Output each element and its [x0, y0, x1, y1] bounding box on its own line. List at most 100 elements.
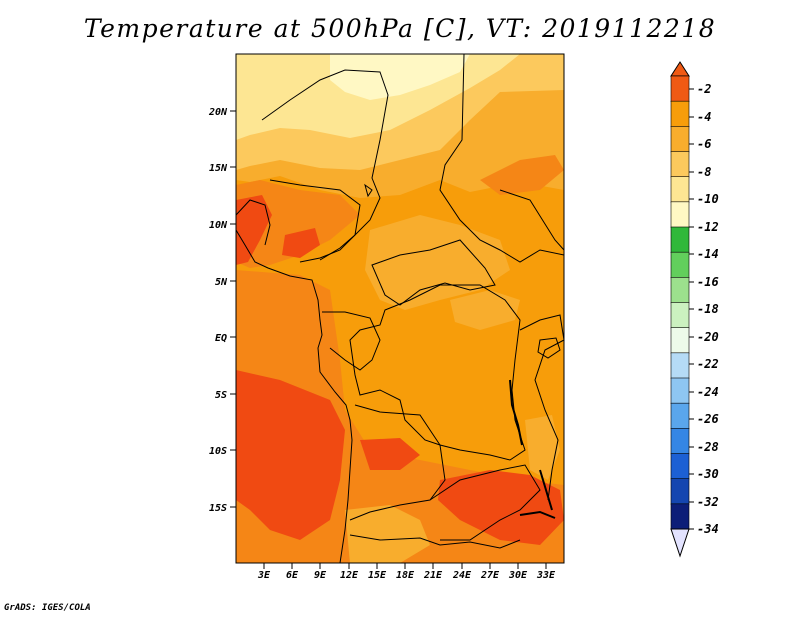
- lat-label: 20N: [208, 107, 228, 118]
- colorbar-segment: [670, 428, 690, 455]
- colorbar-label: -32: [697, 495, 719, 509]
- colorbar-label: -28: [697, 440, 719, 454]
- lon-tick: 21E: [423, 563, 443, 581]
- lake-chad: [364, 183, 373, 198]
- colorbar-label: -26: [697, 412, 719, 426]
- colorbar-label-item: -32: [689, 495, 719, 509]
- central-pale-patch: [365, 215, 510, 310]
- temperature-field: [236, 54, 564, 563]
- lat-axis: 20N 15N 10N 5N EQ 5S 10S 15S: [208, 107, 236, 514]
- colorbar-label: -22: [697, 357, 719, 371]
- lat-tick: 10N: [209, 220, 236, 231]
- lat-tick: EQ: [215, 333, 236, 344]
- colorbar-label: -34: [697, 522, 719, 536]
- colorbar-label-item: -26: [689, 412, 719, 426]
- lon-label: 33E: [536, 570, 556, 581]
- colorbar-segment: [670, 352, 690, 379]
- westafrica-hot-patch: [236, 195, 272, 265]
- lat-label: 5S: [215, 390, 227, 401]
- colorbar-label-item: -24: [689, 385, 719, 399]
- lon-tick: 27E: [480, 563, 500, 581]
- colorbar-top-arrow: [670, 61, 690, 77]
- colorbar-label-item: -12: [689, 220, 719, 234]
- colorbar-label: -10: [697, 192, 719, 206]
- colorbar-label-item: -14: [689, 247, 719, 261]
- lon-label: 15E: [368, 570, 387, 581]
- lat-tick: 10S: [209, 446, 236, 457]
- lat-label: 5N: [215, 277, 228, 288]
- lat-label: 10N: [209, 220, 228, 231]
- boundary-southeast: [499, 189, 564, 251]
- colorbar-segment: [670, 176, 690, 203]
- grads-credit: GrADS: IGES/COLA: [4, 603, 91, 613]
- boundary-chad-sudan: [439, 54, 564, 263]
- colorbar: -2 -4 -6 -8 -10 -12 -14 -16 -18 -20 -22 …: [670, 61, 719, 558]
- lon-label: 6E: [286, 570, 299, 581]
- colorbar-segments: [670, 75, 690, 530]
- colorbar-label: -4: [697, 110, 711, 124]
- lake-kariba: [519, 510, 556, 519]
- lon-tick: 9E: [314, 563, 327, 581]
- boundary-westafrica-1: [236, 199, 271, 246]
- colorbar-segment: [670, 251, 690, 279]
- lake-tanganyika: [509, 379, 523, 446]
- boundary-car: [371, 239, 496, 306]
- colorbar-label-item: -28: [689, 440, 719, 454]
- east-pale-patch: [525, 415, 560, 480]
- lat-tick: 15S: [209, 503, 236, 514]
- colorbar-segment: [670, 226, 690, 253]
- lon-tick: 15E: [368, 563, 387, 581]
- colorbar-label-item: -30: [689, 467, 719, 481]
- lon-tick: 30E: [508, 563, 528, 581]
- lon-label: 9E: [314, 570, 327, 581]
- lat-label: 15S: [209, 503, 227, 514]
- colorbar-segment: [670, 75, 690, 102]
- colorbar-label-item: -4: [689, 110, 711, 124]
- boundary-east: [519, 314, 564, 501]
- lake-victoria: [537, 337, 561, 359]
- colorbar-segment: [670, 151, 690, 178]
- boundary-congo-gabon: [322, 311, 381, 371]
- chart-title: Temperature at 500hPa [C], VT: 201911221…: [83, 14, 717, 43]
- lon-axis: 3E 6E 9E 12E 15E 18E 21E 24E 27E 30E 33E: [257, 563, 556, 581]
- lon-tick: 3E: [257, 563, 271, 581]
- lon-label: 18E: [396, 570, 415, 581]
- lat-tick: 5S: [215, 390, 236, 401]
- colorbar-label-item: -2: [689, 82, 711, 96]
- central-east-pale-patch: [450, 290, 520, 330]
- westafrica-warm-patch: [236, 180, 360, 268]
- colorbar-segment: [670, 126, 690, 153]
- lake-malawi: [539, 469, 553, 511]
- colorbar-label-item: -22: [689, 357, 719, 371]
- colorbar-segment: [670, 503, 690, 530]
- colorbar-label-item: -16: [689, 275, 719, 289]
- lon-tick: 12E: [340, 563, 359, 581]
- colorbar-segment: [670, 327, 690, 354]
- lon-tick: 18E: [396, 563, 415, 581]
- colorbar-segment: [670, 100, 690, 128]
- colorbar-segment: [670, 402, 690, 430]
- lat-tick: 15N: [209, 163, 236, 174]
- colorbar-label-item: -34: [689, 522, 719, 536]
- lat-label: 10S: [209, 446, 227, 457]
- lon-label: 27E: [480, 570, 500, 581]
- colorbar-bottom-arrow: [670, 528, 690, 558]
- colorbar-segment: [670, 377, 690, 404]
- lat-label: 15N: [209, 163, 228, 174]
- colorbar-label-item: -6: [689, 137, 711, 151]
- lat-label: EQ: [215, 333, 227, 344]
- colorbar-label: -16: [697, 275, 719, 289]
- colorbar-label: -14: [697, 247, 719, 261]
- colorbar-segment: [670, 478, 690, 505]
- colorbar-label: -8: [697, 165, 711, 179]
- colorbar-segment: [670, 277, 690, 304]
- sudan-warm-patch: [480, 155, 564, 195]
- lon-label: 30E: [508, 570, 528, 581]
- colorbar-label: -18: [697, 302, 719, 316]
- colorbar-label-item: -8: [689, 165, 711, 179]
- lon-tick: 6E: [286, 563, 299, 581]
- map-frame: [235, 53, 565, 564]
- lon-tick: 33E: [536, 563, 556, 581]
- colorbar-segment: [670, 453, 690, 480]
